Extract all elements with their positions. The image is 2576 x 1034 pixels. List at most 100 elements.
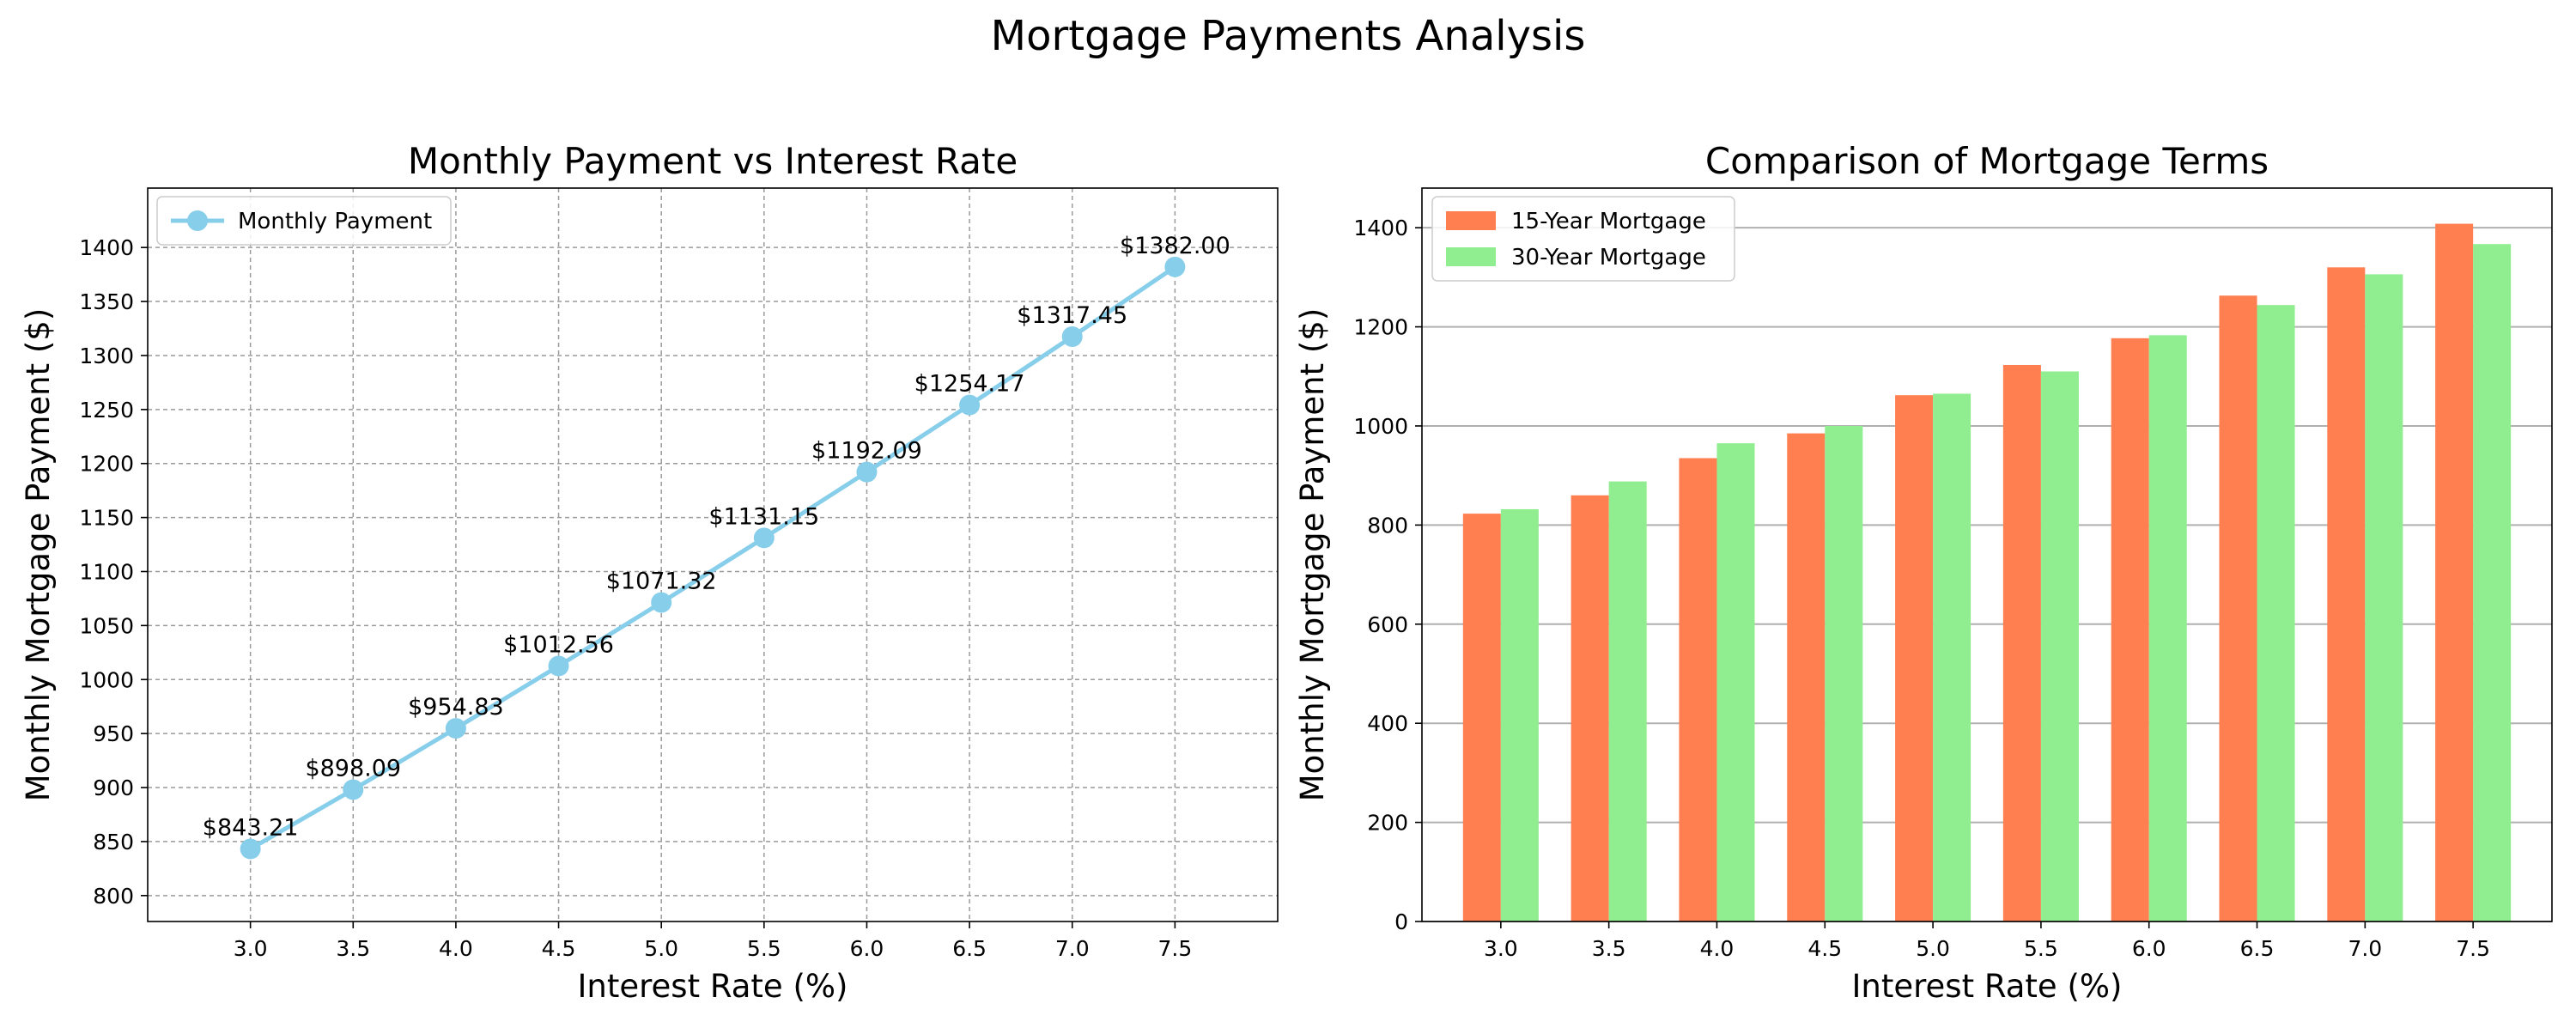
y-tick-label: 1400	[79, 235, 134, 260]
data-label: $1382.00	[1120, 233, 1230, 259]
x-tick-label: 4.5	[1807, 936, 1842, 961]
bar-15-year	[1571, 495, 1609, 921]
data-label: $1012.56	[503, 631, 614, 658]
legend-swatch-30-year	[1446, 247, 1496, 266]
bar-15-year	[2111, 338, 2149, 921]
x-axis-label: Interest Rate (%)	[578, 968, 848, 1005]
x-tick-label: 6.0	[850, 936, 884, 961]
x-tick-label: 4.0	[1700, 936, 1735, 961]
y-tick-label: 1400	[1353, 216, 1408, 240]
y-tick-label: 800	[1367, 513, 1408, 538]
data-label: $1131.15	[708, 503, 819, 530]
y-tick-label: 950	[93, 721, 134, 746]
bar-30-year	[2257, 305, 2295, 922]
bar-15-year	[1462, 514, 1501, 921]
bar-30-year	[2365, 274, 2403, 921]
x-tick-label: 6.0	[2132, 936, 2166, 961]
legend-label-15-year: 15-Year Mortgage	[1511, 209, 1706, 234]
y-tick-label: 1050	[79, 613, 134, 638]
x-tick-label: 6.5	[2240, 936, 2275, 961]
y-tick-label: 1000	[79, 667, 134, 692]
y-tick-label: 600	[1367, 612, 1408, 637]
y-tick-label: 1000	[1353, 414, 1408, 439]
data-point	[856, 461, 878, 483]
x-tick-label: 5.5	[2024, 936, 2058, 961]
data-label: $1071.32	[606, 569, 717, 595]
data-point	[753, 527, 775, 549]
data-point	[548, 655, 569, 677]
plot-frame	[147, 187, 1279, 922]
bar-30-year	[1933, 393, 1971, 922]
y-tick-label: 850	[93, 830, 134, 855]
y-tick-label: 1250	[79, 398, 134, 423]
y-tick-label: 400	[1367, 711, 1408, 736]
bar-15-year	[1787, 433, 1826, 921]
x-tick-label: 7.0	[1055, 936, 1090, 961]
x-tick-label: 3.5	[1592, 936, 1626, 961]
legend-marker	[187, 210, 208, 231]
bar-15-year	[2219, 295, 2257, 922]
y-tick-label: 900	[93, 776, 134, 800]
x-tick-label: 4.0	[439, 936, 473, 961]
legend-label-30-year: 30-Year Mortgage	[1511, 245, 1706, 271]
x-tick-label: 3.0	[234, 936, 268, 961]
y-tick-label: 1200	[79, 452, 134, 477]
legend-swatch-15-year	[1446, 211, 1496, 230]
x-tick-label: 5.0	[1916, 936, 1950, 961]
bar-30-year	[2148, 335, 2187, 921]
legend-box	[156, 196, 452, 246]
x-tick-label: 4.5	[542, 936, 576, 961]
x-tick-label: 5.5	[747, 936, 781, 961]
data-label: $954.83	[408, 694, 504, 721]
data-point	[343, 779, 364, 800]
data-label: $1317.45	[1017, 302, 1127, 329]
chart-title: Comparison of Mortgage Terms	[1705, 140, 2269, 182]
data-point	[1164, 256, 1186, 277]
y-tick-label: 0	[1394, 909, 1408, 934]
x-tick-label: 7.5	[2456, 936, 2490, 961]
chart-title: Monthly Payment vs Interest Rate	[408, 140, 1018, 182]
bar-30-year	[2473, 244, 2512, 921]
plot-frame	[1421, 187, 2553, 922]
bar-30-year	[1825, 425, 1863, 921]
line-chart: 3.0 3.5 4.0 4.5 5.0 5.5 6.0 6.5 7.0 7.5 800 850 900 9…	[20, 140, 1279, 1005]
figure-title: Mortgage Payments Analysis	[991, 12, 1586, 60]
x-tick-label: 7.0	[2348, 936, 2382, 961]
data-label: $1192.09	[811, 438, 922, 465]
bar-15-year	[1895, 395, 1934, 922]
x-tick-label: 7.5	[1157, 936, 1192, 961]
x-tick-label: 3.0	[1484, 936, 1518, 961]
data-point	[1061, 326, 1083, 348]
data-label: $843.21	[203, 814, 299, 841]
data-label: $1254.17	[914, 371, 1025, 398]
y-tick-label: 1300	[79, 344, 134, 368]
data-point	[445, 718, 466, 739]
bar-30-year	[1608, 481, 1647, 921]
bar-30-year	[1500, 508, 1539, 921]
y-tick-label: 1350	[79, 289, 134, 314]
data-point	[959, 394, 981, 416]
legend-box	[1431, 196, 1735, 282]
y-tick-label: 1100	[79, 559, 134, 584]
bar-15-year	[1679, 458, 1717, 921]
legend-label: Monthly Payment	[238, 209, 432, 234]
bar-15-year	[2327, 267, 2366, 921]
data-point	[651, 592, 672, 613]
y-axis-label: Monthly Mortgage Payment ($)	[1294, 308, 1331, 802]
bar-chart: 3.0 3.5 4.0 4.5 5.0 5.5 6.0 6.5 7.0 7.5 0 200 400 600…	[1294, 140, 2553, 1005]
data-label: $898.09	[305, 755, 401, 782]
y-tick-label: 1150	[79, 506, 134, 531]
y-axis-label: Monthly Mortgage Payment ($)	[20, 308, 57, 802]
y-tick-label: 800	[93, 884, 134, 909]
x-tick-label: 5.0	[644, 936, 678, 961]
bar-15-year	[2002, 364, 2041, 921]
y-tick-label: 200	[1367, 811, 1408, 836]
bar-30-year	[2040, 371, 2079, 921]
bar-15-year	[2435, 223, 2474, 921]
data-point	[240, 838, 261, 860]
x-axis-label: Interest Rate (%)	[1852, 968, 2123, 1005]
x-tick-label: 6.5	[952, 936, 987, 961]
series-line	[249, 265, 1176, 851]
